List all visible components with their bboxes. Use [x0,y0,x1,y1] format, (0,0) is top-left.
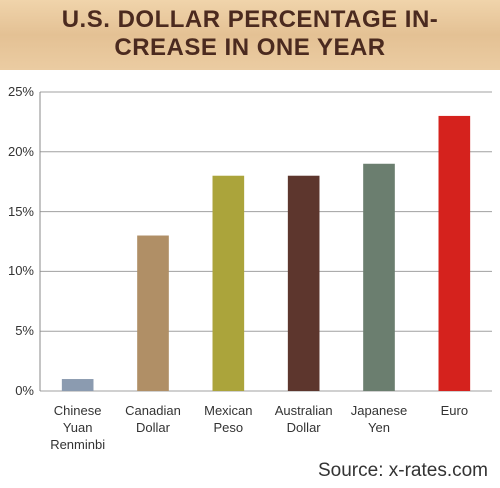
bar [212,175,245,391]
x-tick-label: Australian Dollar [274,403,333,435]
bar [137,235,169,391]
bar [61,379,94,391]
y-tick-label: 15% [7,203,34,219]
y-tick-label: 10% [7,263,34,279]
y-tick-label: 5% [15,323,34,339]
x-tick-label: Japanese Yen [350,403,408,435]
x-tick-label: Euro [440,403,469,418]
bar [287,175,320,391]
bar [363,163,395,391]
y-tick-label: 20% [7,143,34,159]
y-tick-label: 25% [7,84,34,99]
x-tick-label: Mexican Peso [204,403,253,435]
y-tick-label: 0% [15,383,34,398]
chart-title: U.S. DOLLAR PERCENTAGE IN-CREASE IN ONE … [61,6,439,61]
x-tick-label: Chinese Yuan Renminbi [50,403,106,452]
x-tick-label: Canadian Dollar [125,403,181,435]
title-banner: U.S. DOLLAR PERCENTAGE IN-CREASE IN ONE … [0,0,500,70]
source-note: Source: x-rates.com [318,460,488,481]
bar [438,115,471,392]
